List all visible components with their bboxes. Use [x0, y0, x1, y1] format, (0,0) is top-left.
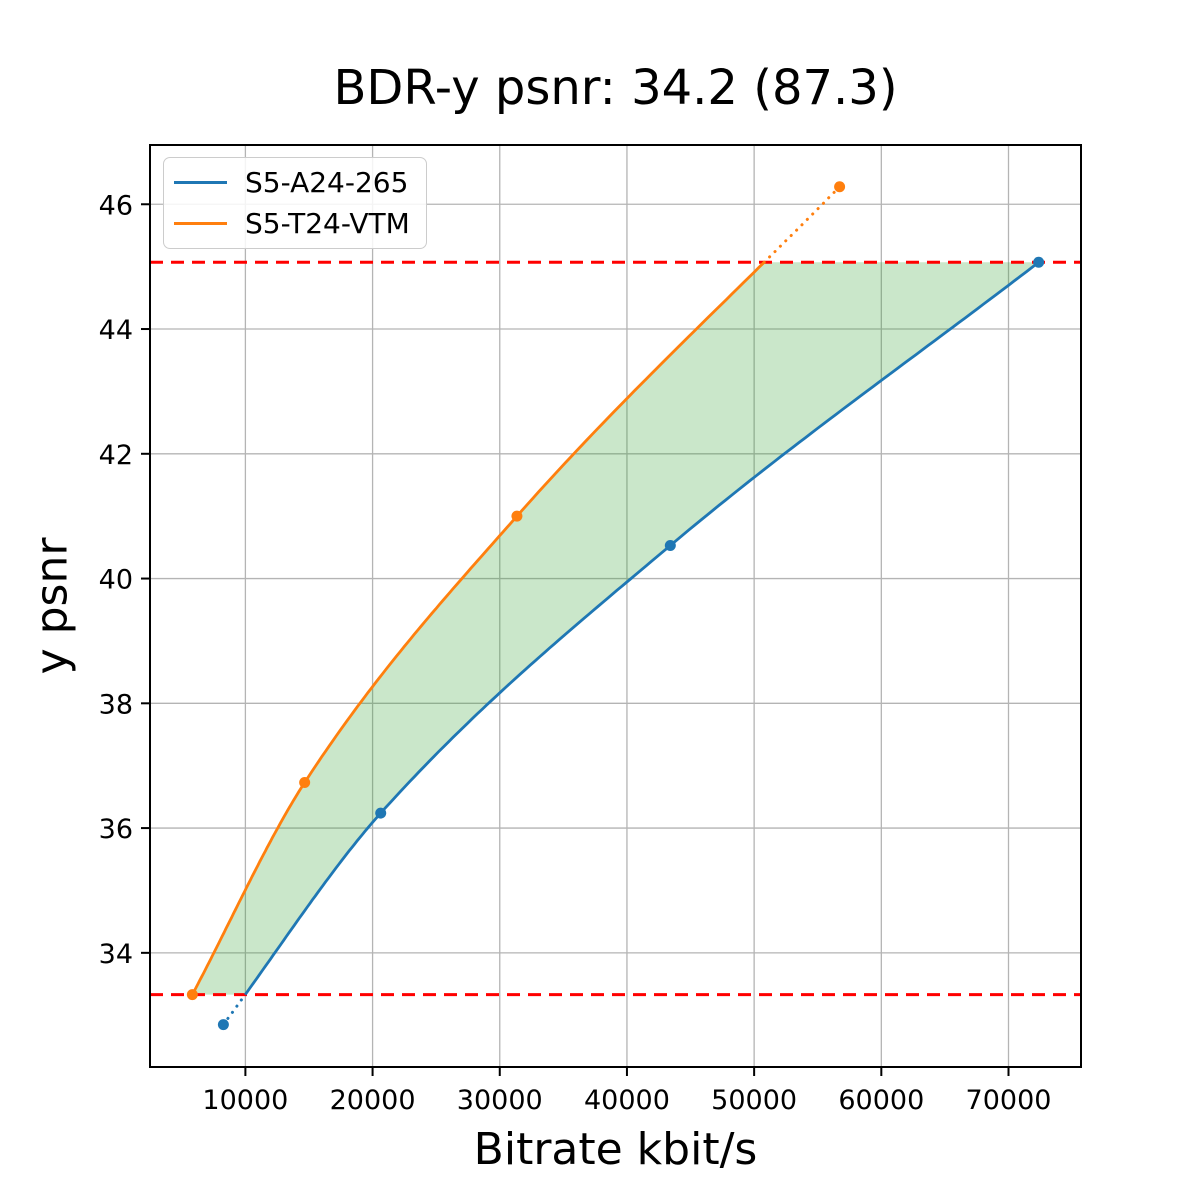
- x-tick-label: 30000: [457, 1085, 543, 1116]
- y-tick-label: 36: [99, 814, 133, 845]
- series-line-dotted: [221, 993, 247, 1027]
- y-tick-label: 46: [99, 190, 133, 221]
- x-tick-label: 10000: [202, 1085, 288, 1116]
- legend-label: S5-A24-265: [245, 165, 409, 199]
- data-point-marker: [511, 510, 523, 522]
- series-line: [191, 261, 766, 996]
- data-point-marker: [186, 989, 198, 1001]
- data-point-marker: [834, 181, 846, 193]
- legend-label: S5-T24-VTM: [245, 206, 410, 240]
- x-tick-label: 20000: [330, 1085, 416, 1116]
- data-point-marker: [375, 807, 387, 819]
- legend-line-sample-icon: [174, 222, 227, 225]
- series-line: [244, 261, 1040, 996]
- data-point-marker: [217, 1019, 229, 1031]
- chart-title: BDR-y psnr: 34.2 (87.3): [333, 60, 898, 116]
- y-axis-label: y psnr: [26, 537, 78, 675]
- x-tick-label: 60000: [838, 1085, 924, 1116]
- y-tick-label: 44: [99, 315, 133, 346]
- x-tick-label: 70000: [966, 1085, 1052, 1116]
- axes-spines: [149, 144, 1082, 1068]
- y-tick-label: 42: [99, 440, 133, 471]
- series-line-dotted: [762, 185, 842, 264]
- x-tick-label: 40000: [584, 1085, 670, 1116]
- x-axis-label: Bitrate kbit/s: [473, 1124, 758, 1175]
- y-tick-label: 34: [99, 939, 133, 970]
- legend-item-0: S5-A24-265: [174, 166, 410, 199]
- legend: S5-A24-265 S5-T24-VTM: [163, 157, 427, 249]
- legend-line-sample-icon: [174, 181, 227, 184]
- data-point-marker: [664, 539, 676, 551]
- data-point-marker: [1033, 256, 1045, 268]
- y-tick-label: 40: [99, 565, 133, 596]
- y-tick-label: 38: [99, 689, 133, 720]
- legend-item-1: S5-T24-VTM: [174, 207, 410, 240]
- fill-region: [192, 262, 1039, 995]
- data-point-marker: [299, 777, 311, 789]
- x-tick-label: 50000: [711, 1085, 797, 1116]
